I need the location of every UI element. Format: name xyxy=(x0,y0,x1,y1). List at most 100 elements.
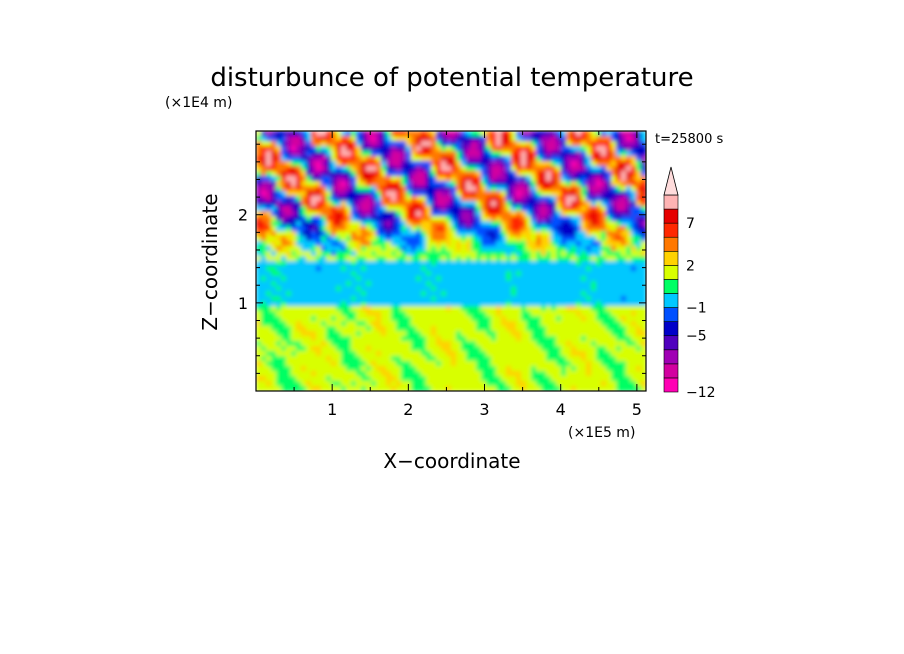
field-cell xyxy=(366,211,372,217)
field-cell xyxy=(591,386,597,391)
field-cell xyxy=(576,281,582,287)
field-cell xyxy=(276,381,282,387)
field-cell xyxy=(631,181,637,187)
field-cell xyxy=(536,356,542,362)
field-cell xyxy=(321,341,327,347)
field-cell xyxy=(426,191,432,197)
field-cell xyxy=(376,286,382,292)
field-cell xyxy=(331,386,337,391)
field-cell xyxy=(291,301,297,307)
field-cell xyxy=(311,286,317,292)
field-cell xyxy=(301,151,307,157)
field-cell xyxy=(571,326,577,332)
field-cell xyxy=(356,336,362,342)
field-cell xyxy=(266,256,272,262)
field-cell xyxy=(406,146,412,152)
field-cell xyxy=(621,266,627,272)
field-cell xyxy=(471,271,477,277)
field-cell xyxy=(456,176,462,182)
field-cell xyxy=(256,181,262,187)
field-cell xyxy=(526,371,532,377)
field-cell xyxy=(401,281,407,287)
field-cell xyxy=(451,281,457,287)
field-cell xyxy=(266,131,272,137)
colorbar-box xyxy=(663,349,679,365)
field-cell xyxy=(426,166,432,172)
field-cell xyxy=(421,341,427,347)
field-cell xyxy=(531,386,537,391)
field-cell xyxy=(261,221,267,227)
field-cell xyxy=(431,326,437,332)
field-cell xyxy=(491,276,497,282)
field-cell xyxy=(281,246,287,252)
field-cell xyxy=(641,176,646,182)
field-cell xyxy=(386,191,392,197)
field-cell xyxy=(306,136,312,142)
field-cell xyxy=(516,371,522,377)
field-cell xyxy=(411,311,417,317)
field-cell xyxy=(296,231,302,237)
field-cell xyxy=(261,176,267,182)
field-cell xyxy=(616,276,622,282)
field-cell xyxy=(481,131,487,137)
field-cell xyxy=(626,326,632,332)
field-cell xyxy=(546,311,552,317)
field-cell xyxy=(511,386,517,391)
field-cell xyxy=(471,191,477,197)
field-cell xyxy=(446,166,452,172)
field-cell xyxy=(326,336,332,342)
field-cell xyxy=(636,311,642,317)
field-cell xyxy=(581,146,587,152)
field-cell xyxy=(516,231,522,237)
field-cell xyxy=(526,311,532,317)
field-cell xyxy=(381,356,387,362)
field-cell xyxy=(526,226,532,232)
field-cell xyxy=(386,136,392,142)
field-cell xyxy=(581,206,587,212)
field-cell xyxy=(501,306,507,312)
field-cell xyxy=(281,201,287,207)
field-cell xyxy=(256,271,262,277)
field-cell xyxy=(631,371,637,377)
field-cell xyxy=(571,376,577,382)
field-cell xyxy=(491,186,497,192)
field-cell xyxy=(486,156,492,162)
field-cell xyxy=(531,336,537,342)
field-cell xyxy=(266,171,272,177)
field-cell xyxy=(461,131,467,137)
field-cell xyxy=(506,301,512,307)
field-cell xyxy=(276,266,282,272)
field-cell xyxy=(401,271,407,277)
field-cell xyxy=(626,156,632,162)
field-cell xyxy=(466,196,472,202)
field-cell xyxy=(291,146,297,152)
field-cell xyxy=(386,321,392,327)
field-cell xyxy=(441,266,447,272)
field-cell xyxy=(306,351,312,357)
field-cell xyxy=(516,281,522,287)
field-cell xyxy=(376,386,382,391)
field-cell xyxy=(371,376,377,382)
field-cell xyxy=(631,356,637,362)
field-cell xyxy=(446,321,452,327)
field-cell xyxy=(431,296,437,302)
field-cell xyxy=(341,366,347,372)
field-cell xyxy=(291,341,297,347)
field-cell xyxy=(536,296,542,302)
field-cell xyxy=(606,386,612,391)
field-cell xyxy=(546,146,552,152)
field-cell xyxy=(506,361,512,367)
field-cell xyxy=(516,306,522,312)
field-cell xyxy=(381,236,387,242)
field-cell xyxy=(326,266,332,272)
field-cell xyxy=(301,261,307,267)
field-cell xyxy=(321,281,327,287)
colorbar-label: −5 xyxy=(686,329,707,345)
field-cell xyxy=(506,286,512,292)
field-cell xyxy=(611,196,617,202)
field-cell xyxy=(396,136,402,142)
field-cell xyxy=(586,211,592,217)
field-cell xyxy=(426,211,432,217)
field-cell xyxy=(416,291,422,297)
field-cell xyxy=(611,246,617,252)
